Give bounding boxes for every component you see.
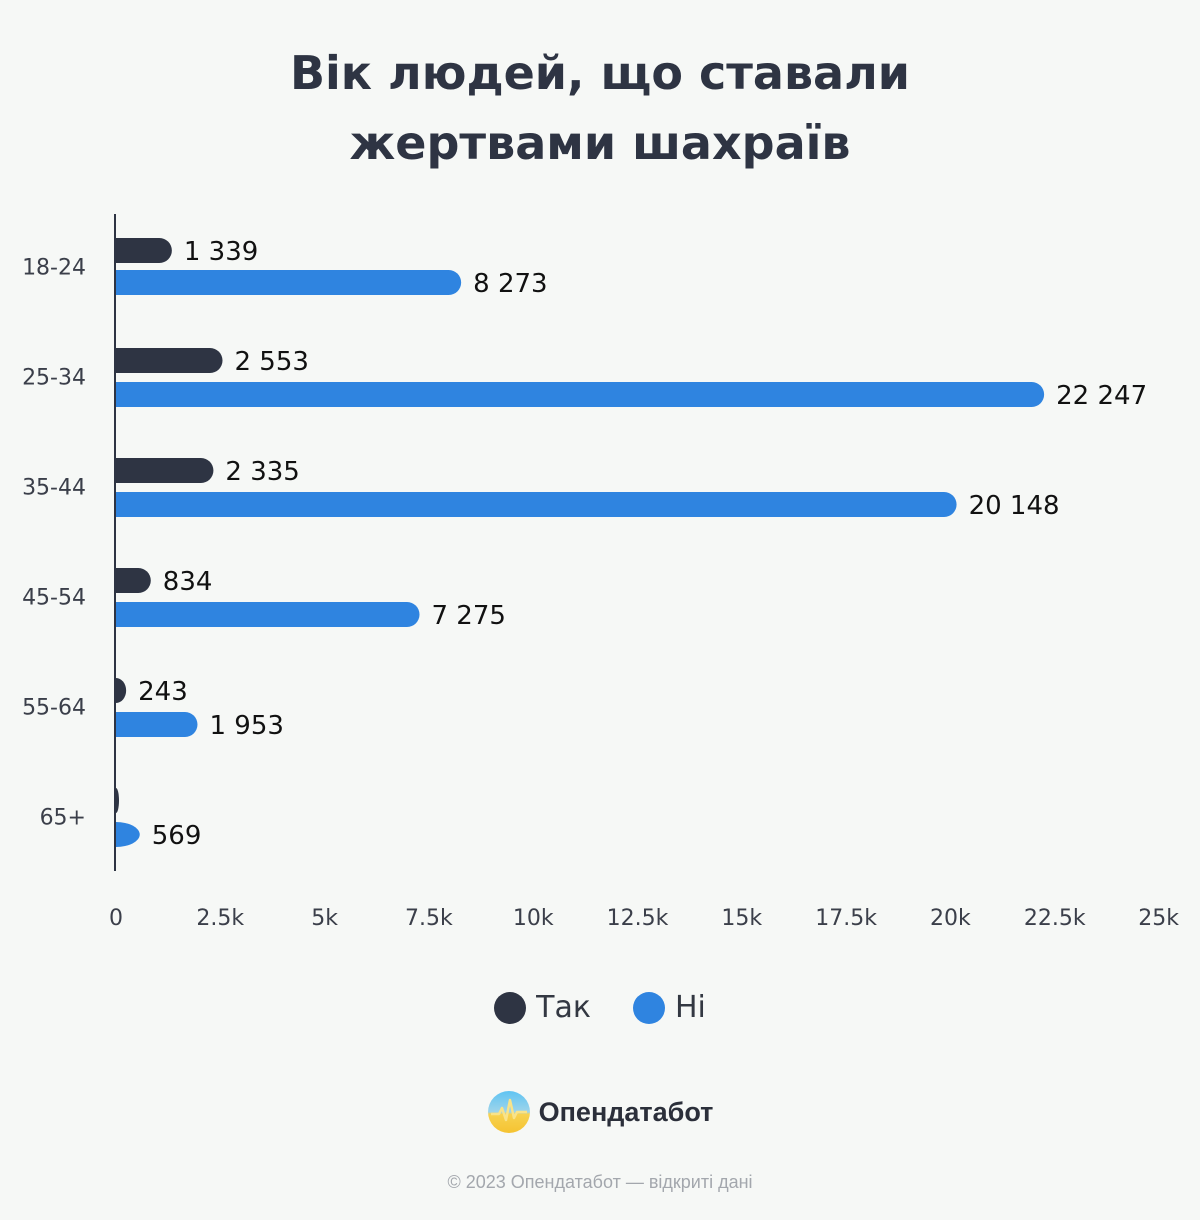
legend-item-yes[interactable]: Так <box>494 990 591 1025</box>
opendatabot-logo-icon <box>487 1091 530 1133</box>
bar-yes[interactable] <box>116 348 223 373</box>
bar-yes[interactable] <box>116 237 172 263</box>
legend-marker-no <box>632 991 665 1024</box>
x-tick-label: 0 <box>109 906 123 931</box>
bar-yes[interactable] <box>116 788 119 813</box>
bar-no[interactable] <box>116 270 462 295</box>
x-tick-label: 2.5k <box>196 906 244 931</box>
legend-item-no[interactable]: Ні <box>632 990 706 1025</box>
category-label: 18-24 <box>22 256 86 281</box>
legend-label-no: Ні <box>674 990 706 1025</box>
data-label: 1 953 <box>209 711 283 741</box>
category-label: 35-44 <box>22 476 86 501</box>
category-label: 55-64 <box>22 696 86 721</box>
data-label: 2 553 <box>235 347 309 377</box>
bar-no[interactable] <box>116 602 420 627</box>
legend-marker-yes <box>494 991 527 1024</box>
bar-no[interactable] <box>116 382 1045 407</box>
data-label: 8 273 <box>473 269 547 299</box>
footer-copyright: © 2023 Опендатабот — відкриті дані <box>447 1172 753 1192</box>
data-label: 2 335 <box>225 457 299 487</box>
brand: Опендатабот <box>0 1090 1200 1134</box>
data-label: 20 148 <box>969 491 1060 521</box>
bar-no[interactable] <box>116 492 957 517</box>
x-tick-label: 22.5k <box>1024 906 1086 931</box>
x-tick-label: 17.5k <box>815 906 877 931</box>
bar-chart: 18-24 1 339 8 273 25-34 2 553 22 247 35-44 2 33… <box>22 214 1179 931</box>
brand-name: Опендатабот <box>538 1096 714 1127</box>
legend: Так Ні <box>0 990 1200 1025</box>
data-label: 834 <box>163 567 213 597</box>
bar-yes[interactable] <box>116 458 214 483</box>
data-label: 243 <box>138 677 188 707</box>
x-tick-label: 12.5k <box>607 906 669 931</box>
legend-label-yes: Так <box>536 990 591 1025</box>
bar-yes[interactable] <box>116 568 151 593</box>
category-label: 65+ <box>40 806 86 831</box>
x-tick-label: 7.5k <box>405 906 453 931</box>
data-label: 22 247 <box>1056 381 1147 411</box>
data-label: 1 339 <box>184 237 258 267</box>
data-label: 7 275 <box>432 601 506 631</box>
x-tick-label: 5k <box>311 906 338 931</box>
bar-no[interactable] <box>116 712 198 737</box>
x-tick-label: 25k <box>1138 906 1179 931</box>
category-label: 45-54 <box>22 586 86 611</box>
chart-title: Вік людей, що ставали жертвами шахраїв <box>289 46 911 170</box>
category-label: 25-34 <box>22 366 86 391</box>
x-tick-label: 20k <box>930 906 971 931</box>
x-tick-label: 10k <box>513 906 554 931</box>
data-label: 569 <box>152 821 202 851</box>
x-tick-label: 15k <box>721 906 762 931</box>
bar-yes[interactable] <box>116 678 127 703</box>
bar-no[interactable] <box>116 822 140 847</box>
